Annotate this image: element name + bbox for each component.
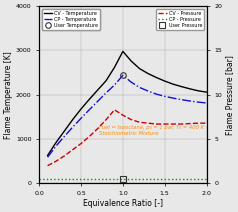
CV - Temperature xyxy=(188,88,191,90)
CV - Temperature xyxy=(180,85,183,88)
CP - Temperature xyxy=(63,135,66,138)
CV - Pressure xyxy=(155,123,158,125)
CV - Temperature xyxy=(105,79,108,82)
CP - Temperature xyxy=(88,108,91,111)
CV - Temperature xyxy=(147,72,149,75)
CV - Temperature xyxy=(155,76,158,79)
CV - Temperature xyxy=(96,89,99,91)
CV - Pressure xyxy=(63,155,66,157)
CV - Pressure xyxy=(113,109,116,111)
Line: CV - Pressure: CV - Pressure xyxy=(48,110,207,166)
CV - Pressure xyxy=(88,135,91,138)
CV - Temperature xyxy=(172,83,174,85)
CV - Temperature xyxy=(163,80,166,82)
CV - Pressure xyxy=(46,165,49,167)
CP - Temperature xyxy=(180,98,183,101)
CP - Temperature xyxy=(71,126,74,128)
CV - Pressure xyxy=(121,114,124,116)
CV - Temperature xyxy=(113,66,116,69)
CV - Pressure xyxy=(205,122,208,124)
CP - Temperature xyxy=(46,156,49,159)
CP - Temperature xyxy=(197,101,200,103)
CP - Temperature xyxy=(155,93,158,95)
CV - Temperature xyxy=(121,50,124,53)
CV - Pressure xyxy=(105,118,108,121)
CV - Pressure xyxy=(147,122,149,124)
CV - Temperature xyxy=(205,91,208,93)
Legend: CV - Temperature, CP - Temperature, User Temperature: CV - Temperature, CP - Temperature, User… xyxy=(42,9,100,30)
CV - Temperature xyxy=(46,154,49,157)
CV - Pressure xyxy=(71,148,74,151)
CV - Temperature xyxy=(71,118,74,121)
CV - Temperature xyxy=(197,89,200,92)
CV - Pressure xyxy=(188,122,191,125)
CP - Temperature xyxy=(147,90,149,92)
X-axis label: Equivalence Ratio [-]: Equivalence Ratio [-] xyxy=(83,199,163,208)
Line: CP - Temperature: CP - Temperature xyxy=(48,75,207,157)
Line: CV - Temperature: CV - Temperature xyxy=(48,51,207,155)
Text: Fuel = Isooctane, p₀ = 1 bar, T₀ = 400 K
Stoichiometric Mixture: Fuel = Isooctane, p₀ = 1 bar, T₀ = 400 K… xyxy=(99,125,205,136)
CP - Temperature xyxy=(55,145,57,148)
CP - Temperature xyxy=(138,86,141,89)
Y-axis label: Flame Temperature [K]: Flame Temperature [K] xyxy=(4,51,13,139)
CV - Temperature xyxy=(88,98,91,100)
CP - Temperature xyxy=(96,100,99,102)
CP - Temperature xyxy=(105,92,108,94)
CV - Temperature xyxy=(138,67,141,70)
Y-axis label: Flame Pressure [bar]: Flame Pressure [bar] xyxy=(225,55,234,135)
CV - Temperature xyxy=(63,130,66,132)
CV - Temperature xyxy=(80,108,83,110)
CP - Temperature xyxy=(113,84,116,86)
CV - Pressure xyxy=(55,160,57,163)
CV - Pressure xyxy=(172,123,174,125)
CV - Pressure xyxy=(197,122,200,124)
CV - Pressure xyxy=(130,118,133,121)
CP - Temperature xyxy=(205,102,208,104)
CP - Temperature xyxy=(188,100,191,102)
CV - Temperature xyxy=(130,60,133,62)
CP - Temperature xyxy=(163,95,166,98)
CP - Temperature xyxy=(130,81,133,84)
CV - Pressure xyxy=(80,142,83,145)
CV - Pressure xyxy=(96,127,99,130)
CV - Pressure xyxy=(163,123,166,125)
CV - Pressure xyxy=(180,123,183,125)
CP - Temperature xyxy=(121,74,124,77)
CP - Temperature xyxy=(172,97,174,99)
CP - Temperature xyxy=(80,117,83,120)
Legend: CV - Pressure, CP - Pressure, User Pressure: CV - Pressure, CP - Pressure, User Press… xyxy=(156,9,204,30)
CV - Temperature xyxy=(55,141,57,144)
CV - Pressure xyxy=(138,121,141,124)
